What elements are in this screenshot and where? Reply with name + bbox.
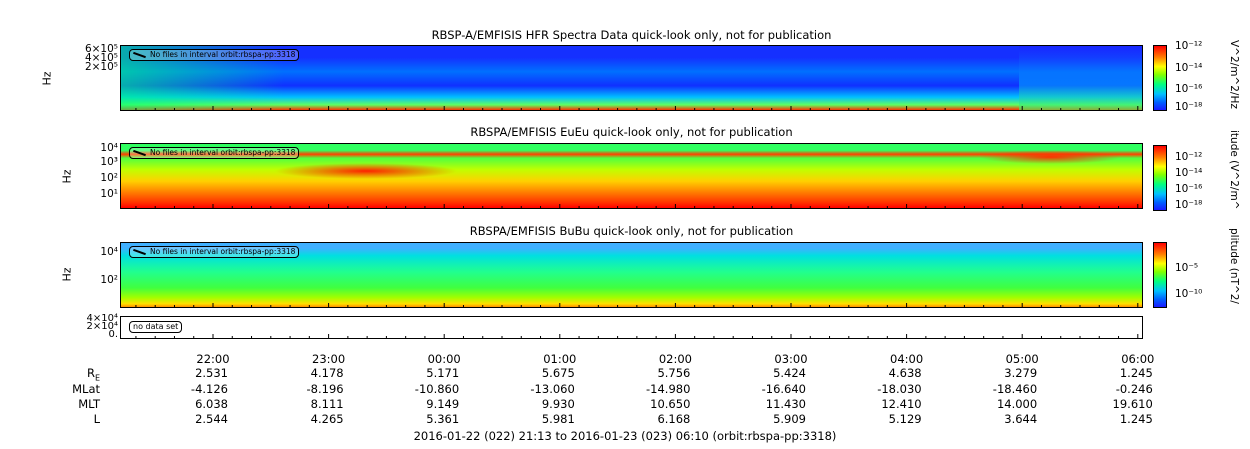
time-tick-label: 01:00 — [543, 352, 577, 366]
panel2-no-files-note: No files in interval orbit:rbspa-pp:3318 — [129, 147, 300, 159]
panel1-ytick: 4×10⁵ — [84, 52, 118, 64]
panel2-ctick: 10⁻¹² — [1175, 151, 1203, 163]
panel2-ytick: 10² — [100, 172, 118, 184]
panel1-colorbar — [1153, 45, 1167, 111]
ephemeris-value: 3.279 — [1004, 366, 1038, 380]
ephemeris-value: 14.000 — [996, 397, 1038, 411]
ephemeris-value: 3.644 — [1004, 412, 1038, 426]
panel1-ytick: 6×10⁵ — [84, 43, 118, 55]
ephemeris-value: -16.640 — [761, 382, 806, 396]
ephemeris-value: 2.544 — [195, 412, 228, 426]
panel2-ctick: 10⁻¹⁴ — [1175, 167, 1203, 179]
time-tick-label: 23:00 — [312, 352, 346, 366]
time-tick-label: 06:00 — [1121, 352, 1155, 366]
panel2-ytick: 10³ — [100, 156, 118, 168]
panel3-no-files-note: No files in interval orbit:rbspa-pp:3318 — [129, 246, 300, 258]
panel4-ytick: 0. — [108, 329, 118, 340]
ephemeris-value: 5.129 — [888, 412, 922, 426]
time-tick-label: 02:00 — [658, 352, 692, 366]
panel3-title: RBSPA/EMFISIS BuBu quick-look only, not … — [469, 224, 794, 238]
ephemeris-value: 9.930 — [541, 397, 575, 411]
ephemeris-value: 6.168 — [657, 412, 691, 426]
panel2-ctick: 10⁻¹⁸ — [1175, 199, 1203, 211]
ephemeris-value: 19.610 — [1112, 397, 1153, 411]
ephemeris-value: 5.424 — [773, 366, 806, 380]
ephemeris-value: 5.756 — [657, 366, 691, 380]
ephemeris-value: 1.245 — [1119, 412, 1153, 426]
ephem-label-re: RE — [86, 366, 100, 383]
time-tick-label: 22:00 — [196, 352, 230, 366]
ephemeris-value: 5.981 — [541, 412, 575, 426]
ephemeris-value: -10.860 — [414, 382, 460, 396]
ephemeris-value: 10.650 — [650, 397, 691, 411]
time-tick-label: 00:00 — [427, 352, 461, 366]
ephemeris-value: 4.265 — [310, 412, 344, 426]
ephem-label-l: L — [93, 412, 100, 426]
ephemeris-value: 1.245 — [1119, 366, 1153, 380]
panel1-ctick: 10⁻¹⁶ — [1175, 83, 1203, 95]
hfr-spectrogram-image — [121, 46, 1142, 110]
time-tick-label: 03:00 — [774, 352, 808, 366]
ephemeris-value: 4.638 — [888, 366, 922, 380]
time-range-footer: 2016-01-22 (022) 21:13 to 2016-01-23 (02… — [413, 429, 837, 443]
ephemeris-value: 9.149 — [426, 397, 460, 411]
panel3-ctick: 10⁻¹⁰ — [1175, 288, 1203, 300]
ephemeris-value: 8.111 — [310, 397, 344, 411]
panel2-colorbar — [1153, 145, 1167, 211]
ephemeris-value: 2.531 — [195, 366, 228, 380]
empty-line-panel: no data set — [120, 316, 1143, 339]
panel3-ctick: 10⁻⁵ — [1175, 262, 1199, 274]
ephemeris-value: 11.430 — [765, 397, 806, 411]
panel3-ytick: 10² — [100, 274, 118, 286]
ephemeris-value: -14.980 — [646, 382, 691, 396]
panel1-ctick: 10⁻¹⁸ — [1175, 101, 1203, 113]
panel1-ytick: 2×10⁵ — [84, 61, 118, 73]
panel4-ytick: 4×10⁴ — [86, 313, 118, 324]
ephemeris-value: 5.909 — [773, 412, 806, 426]
panel4-ytick: 2×10⁴ — [86, 321, 118, 332]
ephemeris-value: 4.178 — [310, 366, 344, 380]
time-tick-label: 04:00 — [890, 352, 924, 366]
panel2-title: RBSPA/EMFISIS EuEu quick-look only, not … — [470, 125, 793, 139]
panel2-ctick: 10⁻¹⁶ — [1175, 183, 1203, 195]
panel3-ytick: 10⁴ — [100, 246, 118, 258]
ephem-label-mlt: MLT — [78, 397, 100, 411]
panel1-ctick: 10⁻¹² — [1175, 40, 1203, 52]
panel1-title: RBSP-A/EMFISIS HFR Spectra Data quick-lo… — [431, 28, 832, 42]
no-data-note: no data set — [129, 321, 183, 333]
panel3-colorbar — [1153, 242, 1167, 308]
ephemeris-value: 6.038 — [195, 397, 228, 411]
hfr-spectrogram: No files in interval orbit:rbspa-pp:3318 — [120, 45, 1143, 111]
ephemeris-value: -0.246 — [1115, 382, 1153, 396]
panel2-ytick: 10⁴ — [100, 142, 118, 154]
ephemeris-value: -8.196 — [306, 382, 344, 396]
time-tick-label: 05:00 — [1005, 352, 1039, 366]
ephemeris-value: -4.126 — [190, 382, 228, 396]
ephemeris-value: -18.030 — [877, 382, 922, 396]
ephemeris-value: 5.361 — [426, 412, 460, 426]
ephemeris-value: -18.460 — [992, 382, 1038, 396]
bubu-spectrogram-image — [121, 243, 1142, 307]
ephemeris-value: 12.410 — [881, 397, 922, 411]
ephemeris-value: 5.171 — [426, 366, 460, 380]
panel1-no-files-note: No files in interval orbit:rbspa-pp:3318 — [129, 49, 300, 61]
ephem-label-mlat: MLat — [72, 382, 100, 396]
ephemeris-value: -13.060 — [530, 382, 575, 396]
ephemeris-value: 5.675 — [541, 366, 575, 380]
panel2-ytick: 10¹ — [100, 188, 118, 200]
bubu-spectrogram: No files in interval orbit:rbspa-pp:3318 — [120, 242, 1143, 308]
eueu-spectrogram: No files in interval orbit:rbspa-pp:3318 — [120, 143, 1143, 209]
panel1-ctick: 10⁻¹⁴ — [1175, 62, 1203, 74]
